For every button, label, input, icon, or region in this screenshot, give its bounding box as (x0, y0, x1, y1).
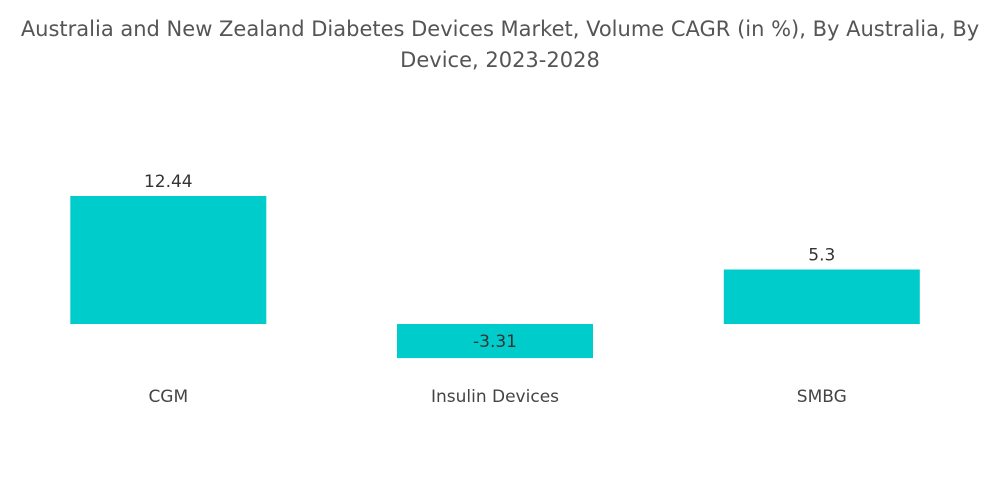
chart-title-line-1: Australia and New Zealand Diabetes Devic… (20, 17, 980, 41)
category-labels-layer: CGM Insulin Devices SMBG (148, 387, 846, 407)
value-label-insulin-devices: -3.31 (473, 332, 517, 352)
category-label-smbg: SMBG (797, 387, 847, 407)
category-label-cgm: CGM (148, 387, 188, 407)
chart-title: Australia and New Zealand Diabetes Devic… (0, 14, 1000, 76)
value-labels-layer: 12.44 -3.31 5.3 (144, 172, 835, 352)
value-label-cgm: 12.44 (144, 172, 193, 192)
value-label-smbg: 5.3 (808, 246, 835, 266)
category-label-insulin-devices: Insulin Devices (431, 387, 559, 407)
bars-layer (70, 196, 920, 359)
bar-smbg (723, 269, 920, 324)
bar-cgm (70, 196, 267, 324)
bar-insulin-devices (397, 324, 593, 359)
chart-title-line-2: Device, 2023-2028 (400, 48, 600, 72)
